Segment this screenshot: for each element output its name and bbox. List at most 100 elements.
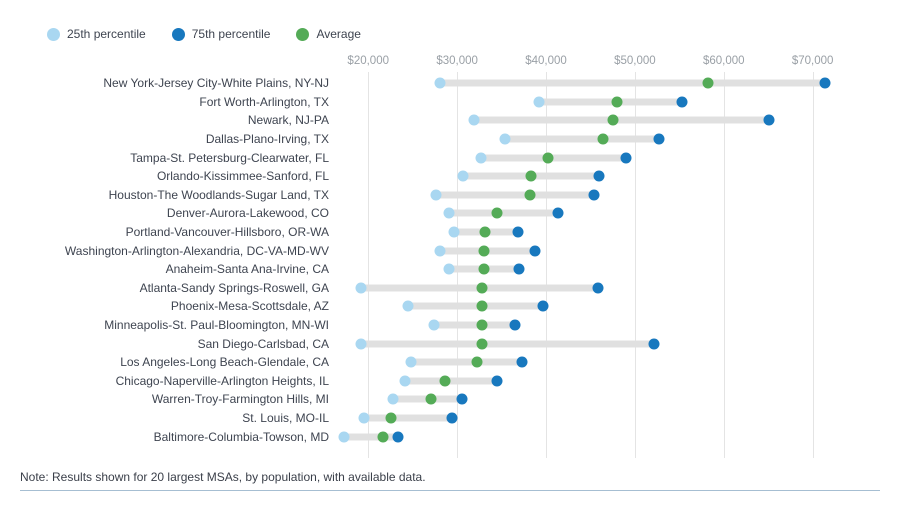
dot-75th-percentile (513, 263, 525, 275)
legend-label: 75th percentile (191, 27, 271, 41)
row-label: Dallas-Plano-Irving, TX (205, 132, 329, 147)
range-bar (408, 302, 543, 310)
legend-item-75th-percentile: 75th percentile (171, 27, 271, 41)
x-axis: $20,000 $30,000 $40,000 $50,000 $60,000 $70,0… (346, 54, 866, 70)
chart-row: Atlanta-Sandy Springs-Roswell, GA (0, 279, 900, 298)
average-swatch-icon (296, 27, 310, 41)
row-label: Phoenix-Mesa-Scottsdale, AZ (170, 299, 329, 314)
dot-75th-percentile (620, 152, 632, 164)
dot-average (476, 282, 488, 294)
dot-average (702, 77, 714, 89)
range-bar (436, 191, 595, 199)
gridline (812, 72, 814, 458)
range-bar (364, 414, 452, 422)
dot-75th-percentile (516, 356, 528, 368)
range-bar (411, 358, 523, 366)
chart-row: Dallas-Plano-Irving, TX (0, 130, 900, 149)
dot-75th-percentile (552, 207, 564, 219)
chart-row: San Diego-Carlsbad, CA (0, 334, 900, 353)
chart-rows: New York-Jersey City-White Plains, NY-NJ… (0, 74, 900, 446)
dot-25th-percentile (475, 152, 487, 164)
gridline (457, 72, 459, 458)
chart-row: Fort Worth-Arlington, TX (0, 93, 900, 112)
dot-75th-percentile (648, 338, 660, 350)
dot-average (471, 356, 483, 368)
dot-average (611, 96, 623, 108)
chart-row: Denver-Aurora-Lakewood, CO (0, 204, 900, 223)
dot-25th-percentile (358, 412, 370, 424)
dot-average (425, 393, 437, 405)
chart-row: Newark, NJ-PA (0, 111, 900, 130)
dot-25th-percentile (355, 338, 367, 350)
75th-percentile-swatch-icon (171, 27, 185, 41)
dot-average (597, 133, 609, 145)
dot-average (476, 300, 488, 312)
row-track (338, 334, 866, 353)
chart-row: Washington-Arlington-Alexandria, DC-VA-M… (0, 241, 900, 260)
row-track (338, 167, 866, 186)
dot-average (476, 338, 488, 350)
row-label: Washington-Arlington-Alexandria, DC-VA-M… (64, 243, 329, 258)
range-bar (449, 209, 559, 217)
dot-25th-percentile (338, 431, 350, 443)
range-bar (344, 433, 399, 441)
dot-average (439, 375, 450, 387)
range-bar (433, 321, 515, 329)
chart-row: Minneapolis-St. Paul-Bloomington, MN-WI (0, 316, 900, 335)
dot-25th-percentile (387, 393, 399, 405)
row-label: Warren-Troy-Farmington Hills, MI (151, 392, 329, 407)
gridline (368, 72, 370, 458)
legend-item-25th-percentile: 25th percentile (47, 27, 146, 41)
dot-average (478, 245, 490, 257)
dot-25th-percentile (499, 133, 511, 145)
row-label: Fort Worth-Arlington, TX (199, 94, 329, 109)
dot-75th-percentile (491, 375, 503, 387)
x-axis-tick-label: $20,000 (347, 55, 390, 67)
row-label: San Diego-Carlsbad, CA (197, 336, 329, 351)
row-track (338, 260, 866, 279)
dot-75th-percentile (653, 133, 665, 145)
legend-label: Average (316, 27, 361, 41)
row-label: Atlanta-Sandy Springs-Roswell, GA (139, 280, 329, 295)
range-bar (474, 116, 769, 124)
chart-row: Warren-Troy-Farmington Hills, MI (0, 390, 900, 409)
x-axis-tick-label: $40,000 (525, 55, 567, 67)
dot-75th-percentile (392, 431, 404, 443)
row-track (338, 223, 866, 242)
dot-average (524, 189, 536, 201)
row-label: New York-Jersey City-White Plains, NY-NJ (103, 76, 329, 91)
chart-row: St. Louis, MO-IL (0, 409, 900, 428)
x-axis-tick-label: $30,000 (436, 55, 478, 67)
chart-row: Portland-Vancouver-Hillsboro, OR-WA (0, 223, 900, 242)
chart-row: Baltimore-Columbia-Towson, MD (0, 427, 900, 446)
row-label: Orlando-Kissimmee-Sanford, FL (156, 169, 329, 184)
dot-75th-percentile (676, 96, 688, 108)
row-track (338, 409, 866, 428)
dot-25th-percentile (533, 96, 545, 108)
dot-average (478, 263, 490, 275)
chart-row: Phoenix-Mesa-Scottsdale, AZ (0, 297, 900, 316)
row-label: St. Louis, MO-IL (242, 410, 329, 425)
chart-row: Houston-The Woodlands-Sugar Land, TX (0, 186, 900, 205)
row-label: Denver-Aurora-Lakewood, CO (166, 206, 329, 221)
dot-75th-percentile (446, 412, 458, 424)
range-bar (539, 98, 682, 106)
range-bar (504, 135, 660, 143)
row-track (338, 279, 866, 298)
row-label: Los Angeles-Long Beach-Glendale, CA (120, 355, 329, 370)
dot-25th-percentile (443, 263, 455, 275)
row-track (338, 241, 866, 260)
x-axis-tick-label: $50,000 (614, 55, 656, 67)
dot-75th-percentile (509, 319, 521, 331)
row-track (338, 148, 866, 167)
dot-75th-percentile (456, 393, 468, 405)
gridline (634, 72, 636, 458)
range-bar (439, 79, 826, 87)
dot-25th-percentile (443, 207, 455, 219)
row-label: Tampa-St. Petersburg-Clearwater, FL (130, 150, 329, 165)
chart-row: Orlando-Kissimmee-Sanford, FL (0, 167, 900, 186)
dot-75th-percentile (512, 226, 524, 238)
dot-75th-percentile (819, 77, 831, 89)
dot-average (607, 114, 619, 126)
row-track (338, 74, 866, 93)
